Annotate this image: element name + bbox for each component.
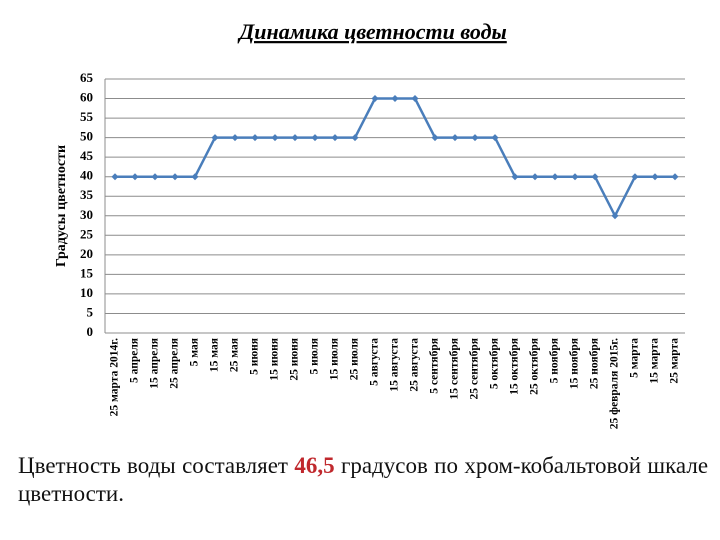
point [551,173,559,181]
x-tick-label: 5 мая [189,338,201,366]
point [351,134,359,142]
chart: Динамика цветности воды Градусы цветност… [54,19,685,429]
point [451,134,459,142]
x-tick-label: 15 октября [509,338,521,395]
chart-title: Динамика цветности воды [237,19,507,44]
x-tick-label: 5 октября [489,338,501,389]
caption-text: Цветность воды составляет [18,453,288,478]
point [531,173,539,181]
x-tick-label: 5 марта [629,338,641,378]
point [391,95,399,103]
point [311,134,319,142]
point [211,134,219,142]
caption: Цветность воды составляет 46,5 градусов … [18,452,708,508]
x-tick-label: 25 августа [409,338,421,392]
y-tick-label: 5 [87,304,94,319]
x-tick-label: 25 октября [529,338,541,395]
x-tick-label: 5 ноября [549,338,561,383]
y-tick-label: 25 [80,226,94,241]
point [671,173,679,181]
y-tick-label: 10 [80,285,93,300]
point [331,134,339,142]
y-tick-label: 65 [80,70,94,85]
point [291,134,299,142]
x-tick-label: 25 апреля [169,338,181,389]
x-tick-label: 15 июля [329,338,341,380]
point [571,173,579,181]
x-tick-label: 15 августа [389,338,401,392]
x-tick-label: 15 сентября [449,338,461,399]
x-tick-label: 5 июня [249,338,261,375]
y-tick-label: 30 [80,207,93,222]
point [131,173,139,181]
x-tick-label: 25 ноября [589,338,601,389]
point [471,134,479,142]
x-tick-label: 25 мая [229,338,241,372]
x-tick-label: 25 февраля 2015г. [609,338,621,429]
x-tick-label: 15 мая [209,338,221,372]
x-tick-label: 15 апреля [149,338,161,389]
point [511,173,519,181]
y-tick-label: 60 [80,90,93,105]
x-tick-label: 25 июля [349,338,361,380]
point [171,173,179,181]
point [411,95,419,103]
point [631,173,639,181]
point [151,173,159,181]
point [111,173,119,181]
point [491,134,499,142]
x-tick-label: 25 сентября [469,338,481,399]
point [651,173,659,181]
point [251,134,259,142]
point [431,134,439,142]
x-tick-label: 5 августа [369,338,381,386]
caption-value: 46,5 [294,453,335,478]
x-tick-label: 15 июня [269,338,281,381]
y-tick-label: 35 [80,187,94,202]
point [231,134,239,142]
caption-text: градусов по хром-кобальтовой шкале цветн… [18,453,709,506]
point [191,173,199,181]
y-tick-label: 50 [80,129,93,144]
point [271,134,279,142]
x-tick-label: 15 ноября [569,338,581,389]
y-tick-label: 0 [87,324,94,339]
x-tick-label: 25 марта [669,338,681,384]
y-tick-label: 40 [80,168,93,183]
y-tick-label: 15 [80,265,94,280]
x-tick-label: 5 апреля [129,338,141,383]
x-tick-label: 25 июня [289,338,301,381]
point [611,212,619,220]
x-tick-label: 15 марта [649,338,661,384]
point [371,95,379,103]
y-tick-label: 20 [80,246,93,261]
x-tick-label: 25 марта 2014г. [109,338,121,416]
y-tick-label: 55 [80,109,94,124]
x-tick-label: 5 сентября [429,338,441,394]
x-tick-label: 5 июля [309,338,321,374]
point [591,173,599,181]
y-axis-label: Градусы цветности [54,145,69,267]
y-tick-label: 45 [80,148,94,163]
